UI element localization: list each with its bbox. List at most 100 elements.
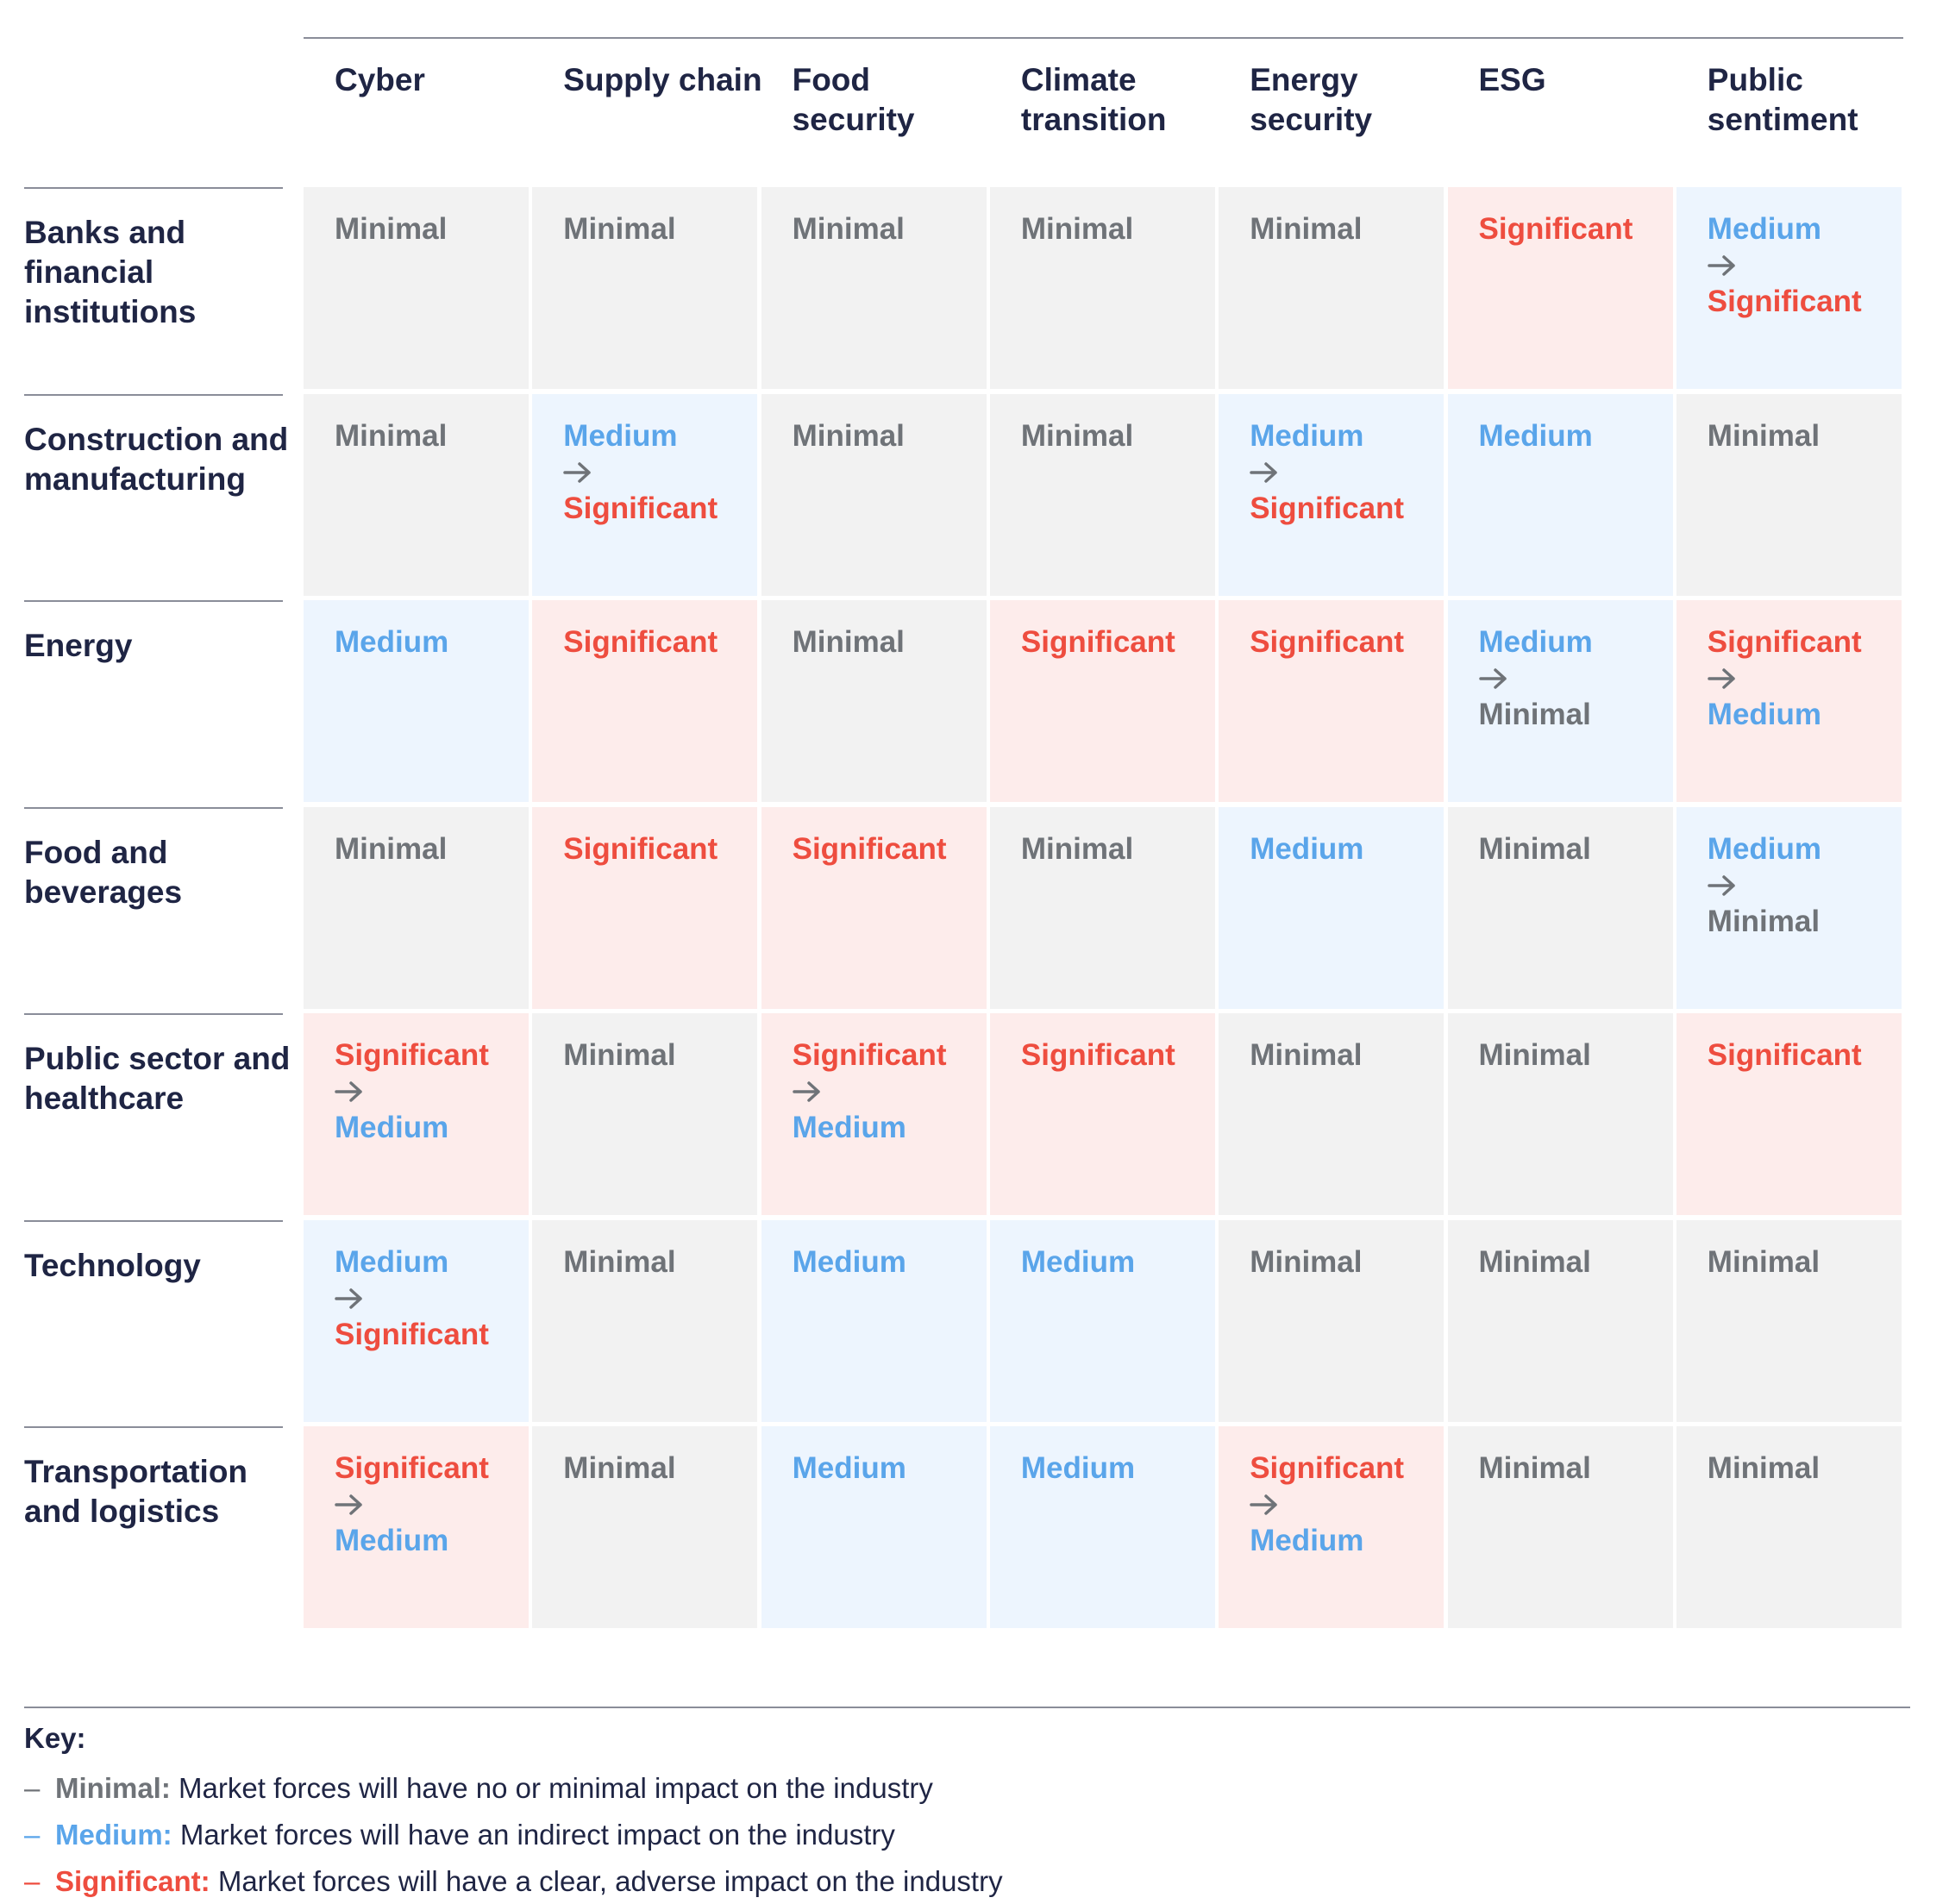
table-cell: Minimal: [1219, 1013, 1445, 1215]
table-cell: Medium Minimal: [1447, 600, 1673, 802]
table-cell: Minimal: [532, 187, 758, 389]
row-rule: [24, 1426, 283, 1428]
table-cell: Medium Minimal: [1676, 806, 1902, 1009]
impact-level-minimal: Minimal: [792, 625, 905, 659]
table-cell: Minimal: [989, 187, 1215, 389]
table-cell: Significant Medium: [1676, 600, 1902, 802]
impact-level-significant: Significant: [1250, 625, 1405, 659]
arrow-right-icon: [1478, 661, 1673, 697]
table-cell: Significant: [989, 600, 1215, 802]
table-cell: Medium Significant: [1219, 393, 1445, 596]
impact-level-medium: Medium: [1020, 1451, 1136, 1485]
impact-level-medium: Medium: [563, 418, 678, 453]
table-cell: Significant: [989, 1013, 1215, 1215]
impact-level-medium: Medium: [1020, 1244, 1136, 1279]
impact-level-minimal: Minimal: [792, 418, 905, 453]
impact-level-minimal: Minimal: [563, 1244, 676, 1279]
impact-level-medium: Medium: [335, 1244, 449, 1279]
key-item-significant: – Significant: Market forces will have a …: [24, 1864, 1003, 1899]
impact-level-medium: Medium: [1478, 625, 1593, 659]
key-item-minimal: – Minimal: Market forces will have no or …: [24, 1771, 933, 1806]
impact-level-medium: Medium: [792, 1451, 906, 1485]
arrow-right-icon: [335, 1281, 529, 1317]
table-cell: Medium: [1219, 806, 1445, 1009]
table-cell: Minimal: [1219, 1219, 1445, 1422]
impact-level-minimal: Minimal: [1250, 212, 1363, 246]
impact-level-minimal: Minimal: [1020, 212, 1134, 246]
impact-level-minimal: Minimal: [1250, 1244, 1363, 1279]
table-cell: Significant Medium: [761, 1013, 987, 1215]
table-cell: Significant: [761, 806, 987, 1009]
table-cell: Minimal: [761, 393, 987, 596]
row-label-food-and-beverages: Food and beverages: [24, 834, 183, 910]
impact-level-medium: Medium: [1250, 418, 1364, 453]
table-cell: Minimal: [989, 806, 1215, 1009]
table-cell: Significant Medium: [304, 1426, 529, 1628]
impact-level-minimal: Minimal: [335, 831, 448, 866]
table-cell: Significant: [1447, 187, 1673, 389]
arrow-right-icon: [1708, 867, 1902, 904]
column-header-cyber: Cyber: [335, 62, 425, 97]
row-label-construction-and-manufacturing: Construction and manufacturing: [24, 421, 289, 497]
row-label-banks-and-financial-institutions: Banks and financial institutions: [24, 215, 197, 329]
arrow-right-icon: [792, 1074, 987, 1110]
impact-level-significant: Significant: [1707, 285, 1862, 318]
impact-level-minimal: Minimal: [1478, 698, 1591, 731]
key-term-significant: Significant:: [55, 1865, 210, 1897]
key-description-significant: Market forces will have a clear, adverse…: [217, 1865, 1003, 1897]
column-header-esg: ESG: [1478, 62, 1546, 97]
table-cell: Minimal: [989, 393, 1215, 596]
table-top-rule: [304, 37, 1903, 39]
column-header-energy-security: Energy security: [1250, 62, 1373, 137]
impact-level-minimal: Minimal: [1478, 831, 1591, 866]
table-cell: Minimal: [1219, 187, 1445, 389]
table-cell: Significant Medium: [1219, 1426, 1445, 1628]
impact-level-significant: Significant: [1250, 1451, 1405, 1485]
impact-level-significant: Significant: [335, 1317, 489, 1351]
impact-level-minimal: Minimal: [1478, 1244, 1591, 1279]
impact-level-medium: Medium: [792, 1111, 906, 1144]
row-label-public-sector-and-healthcare: Public sector and healthcare: [24, 1041, 291, 1116]
impact-level-medium: Medium: [335, 1111, 449, 1144]
impact-level-significant: Significant: [563, 625, 718, 659]
table-cell: Minimal: [532, 1013, 758, 1215]
table-cell: Significant: [532, 806, 758, 1009]
impact-level-significant: Significant: [792, 1038, 947, 1072]
key-description-medium: Market forces will have an indirect impa…: [179, 1819, 895, 1851]
column-header-climate-transition: Climate transition: [1020, 62, 1167, 137]
impact-level-medium: Medium: [792, 1244, 906, 1279]
impact-level-medium: Medium: [1250, 1524, 1364, 1557]
key-rule: [24, 1707, 1910, 1708]
impact-level-minimal: Minimal: [1020, 418, 1134, 453]
arrow-right-icon: [335, 1487, 529, 1523]
table-cell: Significant: [532, 600, 758, 802]
impact-level-minimal: Minimal: [563, 1451, 676, 1485]
impact-level-minimal: Minimal: [1707, 904, 1821, 938]
row-rule: [24, 600, 283, 602]
impact-level-minimal: Minimal: [1707, 418, 1821, 453]
impact-level-medium: Medium: [1707, 831, 1822, 866]
impact-level-minimal: Minimal: [792, 212, 905, 246]
table-cell: Minimal: [761, 187, 987, 389]
table-cell: Medium: [989, 1426, 1215, 1628]
table-cell: Minimal: [1676, 1219, 1902, 1422]
row-label-energy: Energy: [24, 628, 133, 663]
row-label-technology: Technology: [24, 1247, 201, 1283]
key-item-medium: – Medium: Market forces will have an indi…: [24, 1818, 895, 1852]
impact-level-medium: Medium: [1250, 831, 1364, 866]
impact-level-medium: Medium: [1707, 698, 1822, 731]
table-cell: Minimal: [1447, 1219, 1673, 1422]
impact-level-minimal: Minimal: [1478, 1451, 1591, 1485]
arrow-right-icon: [335, 1074, 529, 1110]
row-rule: [24, 393, 283, 396]
column-header-food-security: Food security: [792, 62, 915, 137]
impact-level-significant: Significant: [792, 831, 947, 866]
impact-level-significant: Significant: [1478, 212, 1633, 246]
table-cell: Minimal: [1447, 806, 1673, 1009]
impact-level-significant: Significant: [563, 491, 718, 525]
impact-level-minimal: Minimal: [1020, 831, 1134, 866]
impact-level-minimal: Minimal: [563, 212, 676, 246]
impact-level-medium: Medium: [1707, 212, 1822, 246]
key-description-minimal: Market forces will have no or minimal im…: [179, 1772, 933, 1804]
impact-level-minimal: Minimal: [1250, 1038, 1363, 1072]
